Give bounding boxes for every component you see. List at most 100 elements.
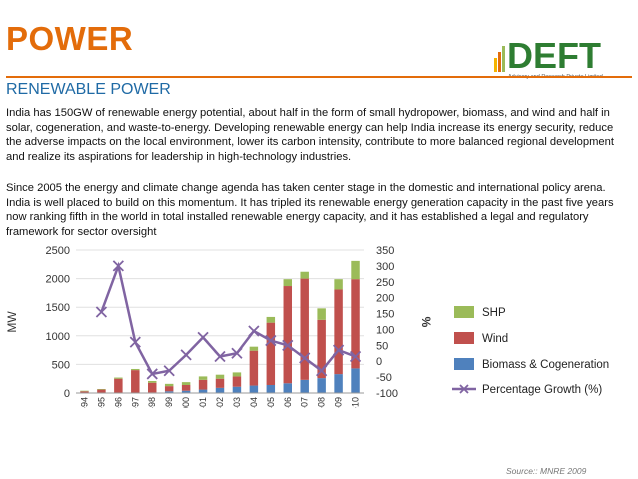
- shp-bar: [215, 374, 225, 379]
- biomass-bar: [283, 383, 292, 393]
- deft-logo: DEFT Advisory and Research Private Limit…: [494, 35, 603, 80]
- x-tick-label: 2004-05: [266, 397, 276, 408]
- biomass-bar: [351, 368, 360, 393]
- y-tick-label: 1500: [46, 302, 70, 314]
- header-divider: [6, 76, 632, 78]
- y-tick-label: 1000: [46, 331, 70, 343]
- x-tick-label: 2008-09: [334, 397, 344, 408]
- legend-swatch: [454, 332, 474, 344]
- wind-bar: [181, 384, 191, 391]
- x-tick-label: 1999-2000: [181, 397, 191, 408]
- growth-point: [197, 331, 209, 344]
- biomass-bar: [232, 386, 242, 393]
- growth-point: [265, 334, 277, 347]
- wind-bar: [164, 386, 174, 392]
- growth-point: [282, 339, 294, 351]
- wind-bar: [300, 278, 309, 380]
- legend-swatch: [454, 358, 474, 370]
- y-tick-label: 0: [64, 388, 70, 400]
- x-tick-label: 2003-04: [249, 397, 259, 408]
- shp-bar: [80, 390, 89, 392]
- x-tick-label: 1994-95: [96, 397, 106, 408]
- growth-point: [129, 336, 141, 348]
- shp-bar: [114, 377, 123, 379]
- biomass-bar: [317, 378, 326, 393]
- shp-bar: [249, 346, 259, 351]
- y2-tick-label: 250: [376, 277, 394, 289]
- wind-bar: [114, 378, 123, 393]
- wind-bar: [266, 322, 276, 385]
- growth-point: [248, 325, 260, 337]
- biomass-bar: [300, 379, 309, 393]
- shp-bar: [198, 376, 208, 380]
- growth-point: [180, 349, 192, 361]
- growth-point: [95, 306, 108, 318]
- biomass-bar: [181, 390, 191, 393]
- shp-bar: [334, 279, 343, 290]
- x-tick-label: 1995-96: [113, 397, 123, 408]
- x-tick-label: 2000-01: [198, 397, 208, 408]
- y-axis-title: MW: [5, 311, 19, 333]
- y-tick-label: 2000: [46, 274, 70, 286]
- biomass-bar: [215, 387, 225, 393]
- shp-bar: [266, 316, 276, 323]
- shp-bar: [131, 368, 140, 371]
- section-subtitle: RENEWABLE POWER: [6, 81, 171, 98]
- logo-wordmark: DEFT: [507, 35, 601, 76]
- growth-point: [231, 347, 243, 359]
- biomass-bar: [334, 374, 343, 393]
- growth-point: [332, 344, 345, 356]
- logo-bar: [502, 46, 505, 72]
- wind-bar: [317, 319, 326, 379]
- y2-tick-label: 150: [376, 309, 394, 321]
- y2-tick-label: 350: [376, 245, 394, 257]
- x-tick-label: 1996-97: [130, 397, 140, 408]
- growth-point: [146, 368, 158, 380]
- y2-tick-label: 100: [376, 324, 394, 336]
- renewable-capacity-chart: 05001000150020002500-100-500501001502002…: [5, 245, 609, 408]
- wind-bar: [97, 389, 106, 393]
- logo-bar: [494, 58, 497, 72]
- wind-bar: [148, 382, 157, 393]
- growth-point: [112, 260, 124, 272]
- legend-label: Biomass & Cogeneration: [482, 359, 609, 371]
- biomass-bar: [266, 384, 276, 393]
- shp-bar: [164, 383, 174, 387]
- wind-bar: [334, 289, 343, 375]
- shp-bar: [351, 260, 360, 280]
- x-tick-label: 1997-98: [147, 397, 157, 408]
- wind-bar: [131, 370, 140, 393]
- x-tick-label: 2001-02: [215, 397, 225, 408]
- y2-tick-label: 300: [376, 261, 394, 273]
- shp-bar: [300, 271, 309, 279]
- growth-point: [163, 365, 175, 377]
- wind-bar: [283, 286, 292, 384]
- legend-marker: [459, 384, 469, 394]
- legend-label: SHP: [482, 307, 506, 319]
- wind-bar: [198, 379, 208, 390]
- x-tick-label: 2005-06: [283, 397, 293, 408]
- biomass-bar: [164, 391, 174, 393]
- legend-label: Wind: [482, 333, 508, 345]
- y-tick-label: 2500: [46, 245, 70, 257]
- y2-tick-label: 50: [376, 340, 388, 352]
- x-tick-label: 2006-07: [300, 397, 310, 408]
- shp-bar: [181, 382, 191, 385]
- legend-label: Percentage Growth (%): [482, 384, 602, 396]
- x-tick-label: 1993-94: [79, 397, 89, 408]
- wind-bar: [232, 376, 242, 387]
- y2-tick-label: -100: [376, 388, 398, 400]
- x-tick-label: 2007-08: [317, 397, 327, 408]
- growth-point: [299, 352, 311, 364]
- y2-tick-label: 0: [376, 356, 382, 368]
- y2-axis-title: %: [419, 317, 433, 328]
- chart-growth-line: [95, 260, 362, 380]
- shp-bar: [97, 388, 106, 390]
- y2-tick-label: -50: [376, 372, 392, 384]
- wind-bar: [249, 350, 259, 386]
- page-title: POWER: [6, 20, 134, 57]
- growth-point: [214, 350, 226, 363]
- logo-bar: [498, 52, 501, 72]
- shp-bar: [232, 372, 242, 377]
